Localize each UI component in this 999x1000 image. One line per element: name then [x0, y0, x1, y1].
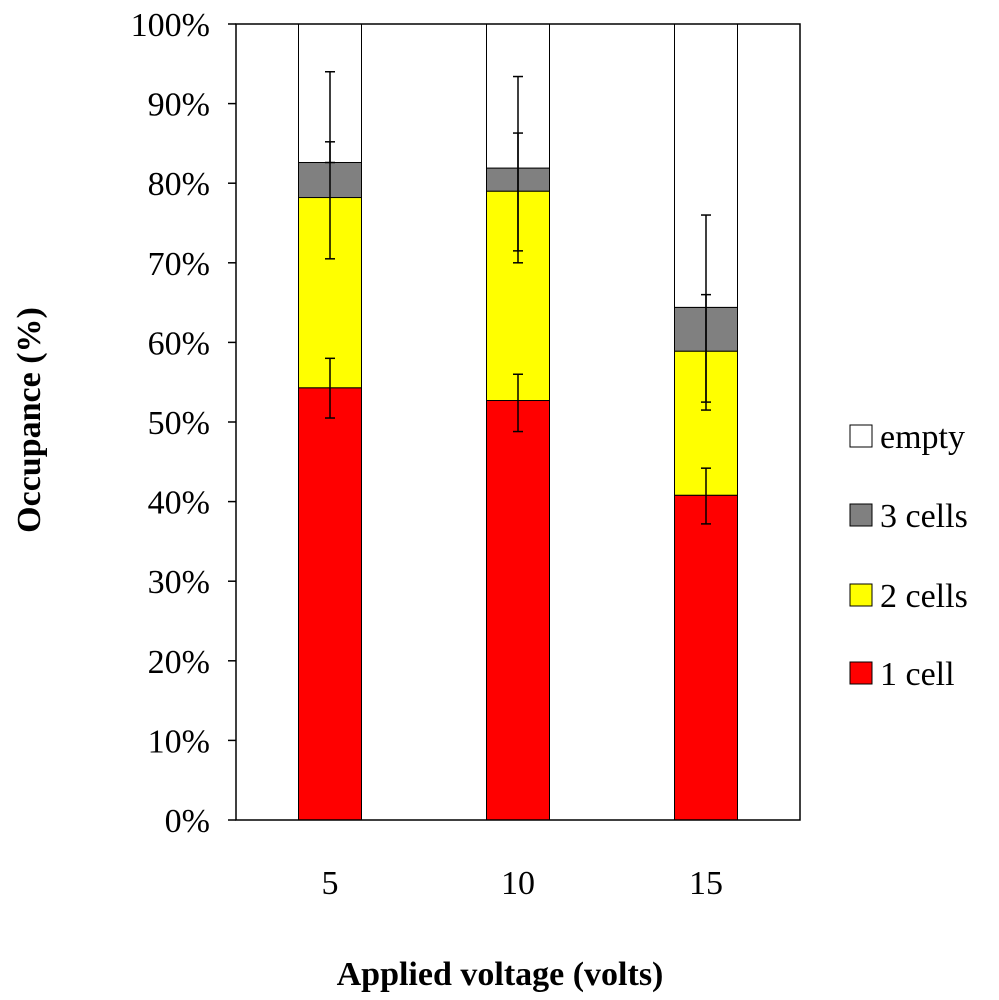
legend: empty 3 cells 2 cells 1 cell: [849, 419, 968, 693]
y-tick-label: 40%: [148, 485, 210, 522]
bar-segment: [298, 387, 362, 821]
x-tick-label: 15: [689, 865, 723, 902]
x-tick-label: 5: [322, 865, 339, 902]
y-tick-label: 0%: [165, 803, 210, 840]
legend-label: 3 cells: [880, 498, 968, 535]
plot-area: [298, 23, 738, 821]
x-axis-title: Applied voltage (volts): [337, 956, 664, 993]
bar-segment: [674, 494, 738, 821]
y-tick-label: 20%: [148, 644, 210, 681]
y-tick-label: 70%: [148, 246, 210, 283]
error-bar: [513, 373, 523, 433]
y-tick-label: 60%: [148, 325, 210, 362]
error-bar: [701, 467, 711, 525]
y-tick-label: 80%: [148, 166, 210, 203]
legend-swatch: [849, 424, 873, 448]
error-bar: [701, 214, 711, 403]
bar-segment: [486, 400, 550, 821]
legend-label: empty: [880, 419, 965, 456]
legend-swatch: [849, 583, 873, 607]
y-tick-label: 100%: [131, 7, 210, 44]
y-tick-label: 50%: [148, 405, 210, 442]
x-tick-label: 10: [501, 865, 535, 902]
y-axis-title: Occupance (%): [11, 307, 48, 533]
legend-swatch: [849, 503, 873, 527]
y-tick-label: 30%: [148, 564, 210, 601]
y-tick-label: 90%: [148, 87, 210, 124]
legend-swatch: [849, 661, 873, 685]
y-tick-label: 10%: [148, 723, 210, 760]
error-bar: [325, 357, 335, 419]
legend-label: 1 cell: [880, 656, 955, 693]
legend-label: 2 cells: [880, 578, 968, 615]
error-bar: [513, 75, 523, 252]
error-bar: [325, 71, 335, 164]
axes: 0% 10% 20% 30% 40% 50% 60% 70% 80% 90% 100% 5 10 15: [131, 7, 801, 902]
